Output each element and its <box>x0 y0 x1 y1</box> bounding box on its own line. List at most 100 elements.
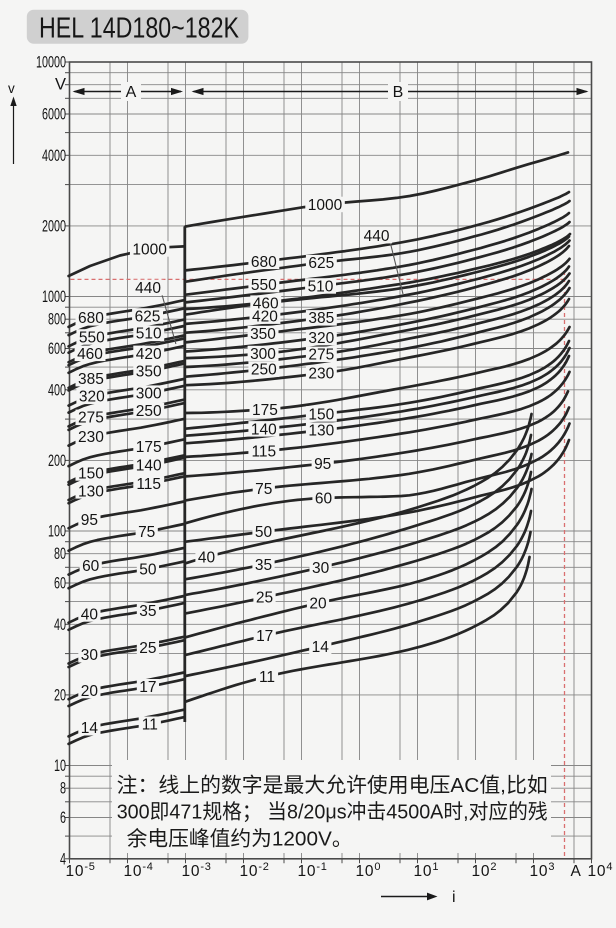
svg-text:75: 75 <box>255 481 272 498</box>
svg-text:10000: 10000 <box>36 54 66 72</box>
svg-text:440: 440 <box>135 280 161 297</box>
svg-text:230: 230 <box>78 429 104 446</box>
svg-text:150: 150 <box>78 465 104 482</box>
svg-text:60: 60 <box>54 575 66 593</box>
svg-text:275: 275 <box>308 347 334 364</box>
svg-text:17: 17 <box>139 679 156 696</box>
svg-text:10-1: 10-1 <box>298 861 328 880</box>
svg-text:4: 4 <box>60 850 66 868</box>
svg-text:140: 140 <box>136 458 162 475</box>
svg-text:v: v <box>8 81 15 96</box>
svg-text:100: 100 <box>356 861 382 880</box>
svg-text:300: 300 <box>250 346 276 363</box>
svg-text:11: 11 <box>259 669 275 686</box>
svg-text:10-2: 10-2 <box>240 861 270 880</box>
svg-text:250: 250 <box>251 362 277 379</box>
svg-text:11: 11 <box>142 717 158 734</box>
svg-text:115: 115 <box>136 476 161 493</box>
svg-text:440: 440 <box>364 228 390 245</box>
svg-text:460: 460 <box>77 346 103 363</box>
svg-text:275: 275 <box>78 410 104 427</box>
svg-text:350: 350 <box>136 363 162 380</box>
svg-text:400: 400 <box>48 381 66 399</box>
svg-text:460: 460 <box>253 296 279 313</box>
svg-text:250: 250 <box>136 403 162 420</box>
svg-text:230: 230 <box>308 366 334 383</box>
svg-text:10: 10 <box>54 757 66 775</box>
svg-text:10-3: 10-3 <box>182 861 212 880</box>
svg-text:35: 35 <box>139 603 156 620</box>
svg-text:i: i <box>452 889 456 906</box>
svg-text:2000: 2000 <box>42 217 66 235</box>
svg-text:200: 200 <box>48 452 66 470</box>
svg-text:150: 150 <box>308 406 334 423</box>
svg-text:40: 40 <box>54 616 66 634</box>
svg-text:25: 25 <box>256 590 273 607</box>
svg-text:14: 14 <box>81 720 99 737</box>
svg-text:8: 8 <box>60 780 66 798</box>
svg-text:625: 625 <box>135 308 161 325</box>
svg-text:510: 510 <box>308 278 334 295</box>
svg-text:385: 385 <box>78 371 104 388</box>
svg-text:680: 680 <box>78 310 104 327</box>
svg-text:25: 25 <box>139 640 156 657</box>
svg-text:420: 420 <box>136 346 162 363</box>
svg-text:10-4: 10-4 <box>124 861 154 880</box>
svg-text:1000: 1000 <box>132 241 167 258</box>
svg-text:80: 80 <box>54 545 66 563</box>
svg-text:350: 350 <box>250 326 276 343</box>
svg-text:20: 20 <box>81 683 99 700</box>
svg-text:320: 320 <box>79 389 105 406</box>
svg-text:550: 550 <box>79 329 105 346</box>
svg-text:680: 680 <box>251 254 277 271</box>
svg-text:175: 175 <box>252 402 278 419</box>
svg-text:20: 20 <box>54 686 66 704</box>
svg-text:175: 175 <box>136 439 162 456</box>
svg-text:75: 75 <box>138 524 155 541</box>
svg-text:130: 130 <box>308 423 334 440</box>
svg-text:420: 420 <box>252 309 278 326</box>
svg-text:6000: 6000 <box>42 106 66 124</box>
svg-text:40: 40 <box>81 606 99 623</box>
svg-text:A: A <box>571 863 582 880</box>
svg-text:510: 510 <box>136 326 162 343</box>
svg-text:130: 130 <box>78 483 104 500</box>
svg-text:115: 115 <box>251 444 276 461</box>
svg-text:800: 800 <box>48 311 66 329</box>
svg-text:60: 60 <box>82 558 100 575</box>
svg-text:10-5: 10-5 <box>66 861 96 880</box>
svg-text:4000: 4000 <box>42 147 66 165</box>
svg-text:1000: 1000 <box>42 288 66 306</box>
svg-text:100: 100 <box>48 523 66 541</box>
svg-text:20: 20 <box>309 596 327 613</box>
svg-text:V: V <box>55 76 66 94</box>
svg-text:35: 35 <box>255 557 272 574</box>
svg-text:14: 14 <box>312 639 330 656</box>
svg-text:1000: 1000 <box>308 197 343 214</box>
svg-text:B: B <box>393 84 404 101</box>
svg-text:103: 103 <box>530 861 556 880</box>
svg-text:385: 385 <box>308 310 334 327</box>
svg-text:102: 102 <box>472 861 498 880</box>
svg-text:余电压峰值约为1200V。: 余电压峰值约为1200V。 <box>127 827 353 850</box>
svg-text:6: 6 <box>60 809 66 827</box>
svg-text:注：线上的数字是最大允许使用电压AC值,比如: 注：线上的数字是最大允许使用电压AC值,比如 <box>117 774 548 797</box>
svg-text:300: 300 <box>136 386 162 403</box>
svg-text:550: 550 <box>251 277 277 294</box>
svg-text:101: 101 <box>414 861 440 880</box>
svg-text:600: 600 <box>48 340 66 358</box>
svg-text:300即471规格； 当8/20μs冲击4500A时,对应的: 300即471规格； 当8/20μs冲击4500A时,对应的残 <box>117 801 548 824</box>
svg-text:40: 40 <box>198 550 216 567</box>
svg-text:320: 320 <box>308 330 334 347</box>
svg-text:140: 140 <box>251 421 277 438</box>
svg-text:625: 625 <box>308 255 334 272</box>
svg-text:30: 30 <box>81 647 99 664</box>
svg-text:HEL 14D180~182K: HEL 14D180~182K <box>39 13 239 45</box>
svg-text:50: 50 <box>255 524 273 541</box>
svg-text:95: 95 <box>81 512 98 529</box>
svg-text:95: 95 <box>314 456 331 473</box>
svg-text:17: 17 <box>256 628 273 645</box>
svg-text:60: 60 <box>315 490 333 507</box>
svg-text:104: 104 <box>588 861 614 880</box>
svg-text:30: 30 <box>312 560 330 577</box>
